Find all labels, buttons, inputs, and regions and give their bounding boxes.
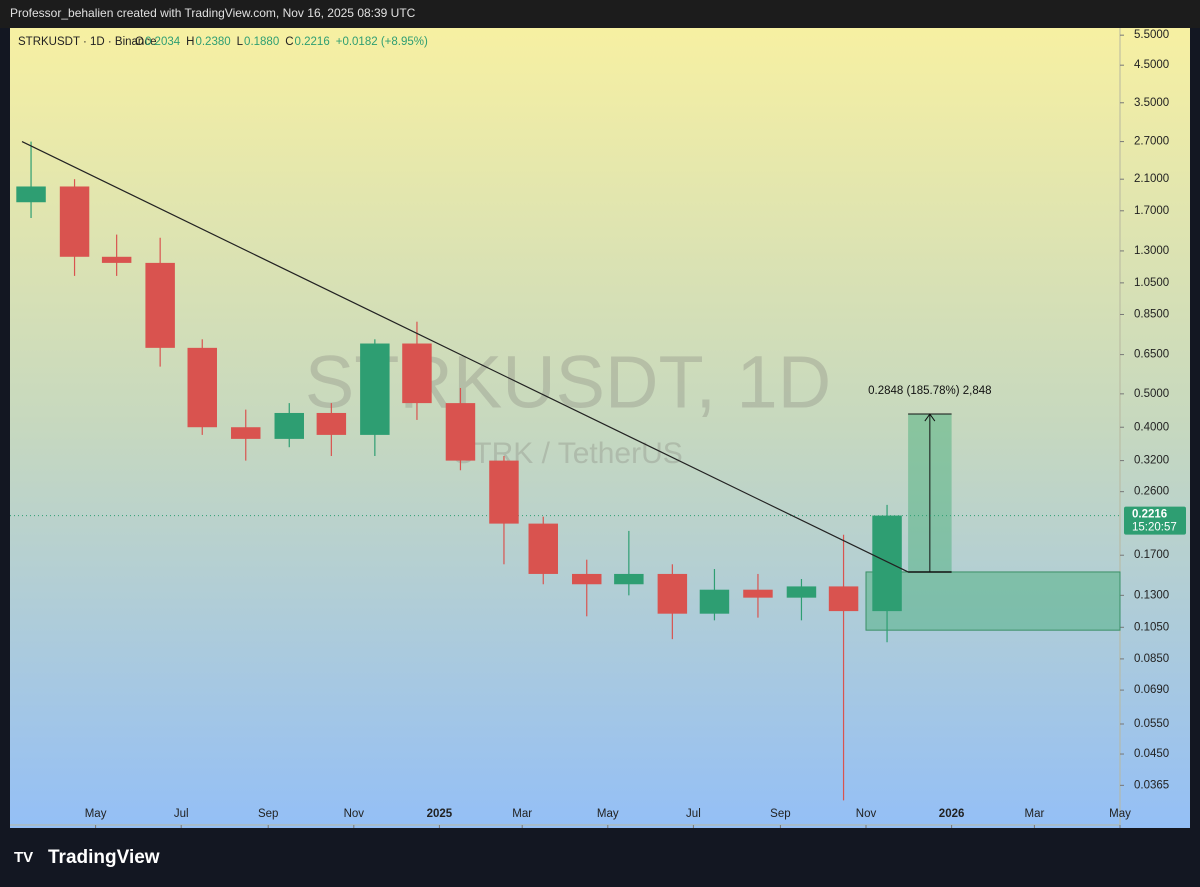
change: +0.0182 (+8.95%)	[336, 36, 428, 48]
candle-body	[145, 262, 175, 348]
candle-body	[274, 412, 304, 439]
credit: Professor_behalien created with TradingV…	[10, 6, 416, 20]
chart-background	[10, 28, 1190, 828]
y-tick-label: 0.1050	[1134, 621, 1169, 633]
candle-body	[828, 586, 859, 612]
y-tick-label: 0.4000	[1134, 421, 1169, 433]
top-bar	[0, 0, 1200, 28]
candle-body	[445, 403, 476, 461]
candle-body	[187, 347, 217, 428]
ohlc-key: O	[135, 36, 144, 48]
y-tick-label: 0.2600	[1134, 486, 1169, 498]
x-tick-label: Sep	[258, 808, 278, 820]
countdown: 15:20:57	[1132, 522, 1177, 534]
symbol: STRKUSDT · 1D · Binance	[18, 36, 156, 48]
candle-body	[872, 515, 902, 612]
y-tick-label: 0.0450	[1134, 748, 1169, 760]
x-tick-label: May	[597, 808, 619, 820]
candle-body	[316, 412, 347, 435]
x-tick-label: Jul	[174, 808, 189, 820]
x-tick-label: 2026	[939, 808, 965, 820]
y-tick-label: 2.1000	[1134, 173, 1169, 185]
ohlc-key: H	[186, 36, 194, 48]
last-price-box	[1124, 506, 1186, 535]
candle-body	[699, 589, 730, 614]
x-tick-label: 2025	[427, 808, 453, 820]
candle-body	[402, 343, 432, 404]
ohlc-key: C	[285, 36, 293, 48]
arrow-head	[924, 413, 936, 422]
y-tick-label: 0.8500	[1134, 309, 1169, 321]
y-tick-label: 0.0365	[1134, 779, 1169, 791]
y-tick-label: 3.5000	[1134, 97, 1169, 109]
x-tick-label: Nov	[856, 808, 877, 820]
x-tick-label: May	[1109, 808, 1131, 820]
logo-mark: TV	[14, 849, 33, 866]
y-tick-label: 0.5000	[1134, 388, 1169, 400]
x-tick-label: Nov	[344, 808, 365, 820]
y-tick-label: 0.0550	[1134, 718, 1169, 730]
y-tick-label: 0.0690	[1134, 684, 1169, 696]
ohlc-value: 0.2380	[195, 36, 230, 48]
candle-body	[572, 573, 602, 585]
ohlc-key: L	[237, 36, 244, 48]
support-zone	[865, 571, 1121, 631]
candle-body	[489, 460, 519, 524]
candle-body	[614, 573, 644, 585]
ohlc-legend: O 0.2034 H 0.2380 L 0.1880 C 0.2216 +0.0182 (+8.…	[135, 36, 428, 48]
candle-body	[786, 586, 817, 598]
y-tick-label: 0.0850	[1134, 653, 1169, 665]
candle-body	[743, 589, 773, 598]
bottom-bar	[0, 828, 1200, 887]
watermark: STRKUSDT, 1D	[305, 341, 831, 424]
y-tick-label: 5.5000	[1134, 29, 1169, 41]
candle-body	[528, 523, 558, 574]
x-tick-label: Mar	[1024, 808, 1044, 820]
y-tick-label: 0.3200	[1134, 455, 1169, 467]
x-tick-label: May	[85, 808, 107, 820]
last-price-label: 0.2216	[1132, 509, 1167, 521]
candle-body	[59, 186, 90, 257]
x-tick-label: Mar	[512, 808, 532, 820]
y-tick-label: 4.5000	[1134, 59, 1169, 71]
y-tick-label: 0.6500	[1134, 349, 1169, 361]
candle-body	[101, 256, 132, 263]
candle-body	[231, 427, 261, 439]
y-tick-label: 1.3000	[1134, 245, 1169, 257]
projection-label: 0.2848 (185.78%) 2,848	[868, 385, 991, 397]
watermark-subtitle: STRK / TetherUS	[453, 437, 683, 470]
x-tick-label: Jul	[686, 808, 701, 820]
ohlc-value: 0.1880	[244, 36, 279, 48]
y-tick-label: 1.7000	[1134, 205, 1169, 217]
ohlc-value: 0.2034	[145, 36, 181, 48]
trendline	[21, 141, 909, 573]
x-tick-label: Sep	[770, 808, 790, 820]
ohlc-value: 0.2216	[295, 36, 330, 48]
candle-body	[360, 343, 390, 435]
candle-body	[16, 186, 46, 203]
y-tick-label: 0.1700	[1134, 549, 1169, 561]
y-tick-label: 0.1300	[1134, 589, 1169, 601]
y-tick-label: 2.7000	[1134, 136, 1169, 148]
y-tick-label: 1.0500	[1134, 277, 1169, 289]
brand: TradingView	[48, 847, 160, 868]
candle-body	[657, 573, 688, 614]
